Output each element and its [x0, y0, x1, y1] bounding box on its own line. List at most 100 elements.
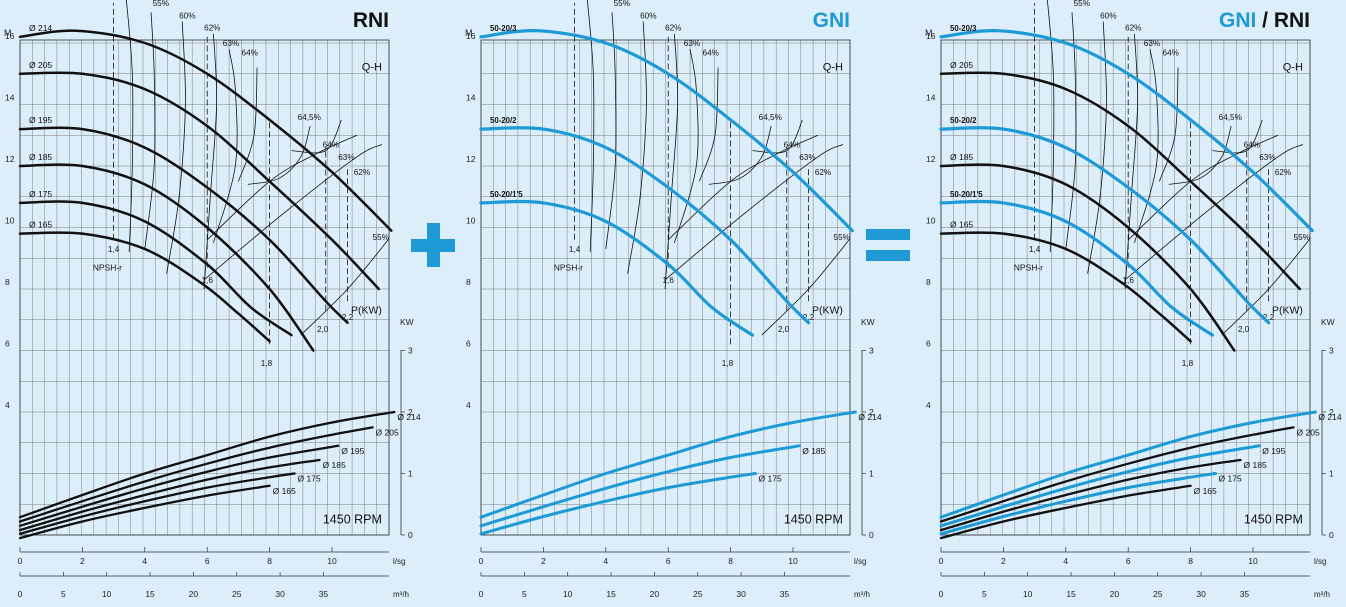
efficiency-curve: [674, 49, 699, 244]
x-tick-label: 2: [541, 556, 546, 566]
npsh-value-label: 1,6: [663, 276, 675, 285]
efficiency-curve: [1212, 119, 1263, 154]
x2-tick-label: 15: [1066, 589, 1076, 599]
y-tick-label: 10: [926, 216, 936, 226]
power-curve-label: Ø 185: [802, 446, 825, 456]
x-tick-label: 0: [18, 556, 23, 566]
x-tick-label: 8: [728, 556, 733, 566]
head-curve-label: Ø 175: [29, 189, 52, 199]
qh-label: Q-H: [1283, 62, 1303, 74]
y-tick-label: 6: [5, 339, 10, 349]
head-curve: [939, 29, 1314, 233]
efficiency-label: 63%: [1144, 39, 1160, 48]
efficiency-curve: [1134, 49, 1159, 244]
npsh-value-label: 2,2: [803, 313, 815, 322]
power-curve: [18, 444, 340, 527]
x2-tick-label: 0: [939, 589, 944, 599]
x2-tick-label: 20: [1110, 589, 1120, 599]
efficiency-curve: [1127, 134, 1279, 241]
x2-tick-label: 15: [606, 589, 616, 599]
head-curve-label: 50-20/2: [490, 116, 517, 125]
npsh-value-label: 2,0: [317, 325, 329, 334]
head-curve-label: 50-20/2: [950, 116, 977, 125]
efficiency-curve: [1124, 33, 1139, 290]
efficiency-label: 60%: [640, 11, 656, 20]
y-tick-label: 10: [466, 216, 476, 226]
efficiency-curve: [664, 144, 844, 281]
power-tick-label: 1: [1329, 469, 1334, 479]
head-curve: [479, 29, 854, 233]
efficiency-curve: [664, 33, 679, 290]
y-tick-label: 12: [5, 154, 15, 164]
efficiency-label: 63%: [223, 39, 239, 48]
npsh-value-label: 1,8: [1182, 359, 1194, 368]
power-curve: [939, 444, 1261, 528]
power-curve-label: Ø 185: [323, 460, 346, 470]
x-axis-m3h-label: m³/h: [1314, 590, 1330, 599]
efficiency-label: 55%: [614, 0, 630, 8]
head-curve-label: Ø 185: [29, 152, 52, 162]
power-curve-label: Ø 165: [273, 486, 296, 496]
x-tick-label: 10: [1248, 556, 1258, 566]
chart-title: RNI: [353, 9, 389, 32]
efficiency-curve: [291, 119, 342, 154]
power-curve-label: Ø 175: [1219, 474, 1242, 484]
y-tick-label: 6: [926, 339, 931, 349]
efficiency-label: 63%: [338, 153, 354, 162]
efficiency-label: 64%: [1244, 141, 1260, 150]
efficiency-label: 64%: [1163, 48, 1179, 57]
power-curve-label: Ø 195: [341, 446, 364, 456]
efficiency-curve: [605, 12, 617, 250]
y-tick-label: 14: [926, 93, 936, 103]
x2-tick-label: 10: [1023, 589, 1033, 599]
chart-title: GNI: [813, 9, 850, 32]
efficiency-label: 60%: [179, 11, 195, 20]
x2-tick-label: 25: [693, 589, 703, 599]
x-tick-label: 0: [939, 556, 944, 566]
efficiency-curve: [667, 134, 819, 241]
power-curve: [18, 426, 374, 523]
y-tick-label: 16: [5, 31, 15, 41]
power-axis-label: KW: [400, 317, 414, 327]
x2-tick-label: 15: [145, 589, 155, 599]
power-curve-label: Ø 214: [858, 412, 881, 422]
efficiency-curve: [206, 134, 358, 241]
npsh-value-label: 1,4: [569, 245, 581, 254]
head-curve: [939, 163, 1236, 352]
power-axis-label: KW: [861, 317, 875, 327]
power-tick-label: 2: [408, 407, 413, 417]
efficiency-label: 62%: [1275, 168, 1291, 177]
x-tick-label: 8: [267, 556, 272, 566]
plot-frame: [940, 39, 1311, 536]
efficiency-label: 62%: [1125, 24, 1141, 33]
x2-tick-label: 30: [736, 589, 746, 599]
power-tick-label: 3: [1329, 346, 1334, 356]
head-curve: [479, 199, 754, 337]
rpm-label: 1450 RPM: [784, 512, 843, 526]
efficiency-curve: [1159, 67, 1179, 182]
head-curve: [18, 163, 315, 352]
power-curve: [939, 458, 1242, 532]
efficiency-curve: [1065, 12, 1077, 250]
x-tick-label: 4: [603, 556, 608, 566]
y-tick-label: 10: [5, 216, 15, 226]
head-curve: [18, 231, 271, 343]
efficiency-label: 55%: [1294, 233, 1310, 242]
power-axis-label: KW: [1321, 317, 1335, 327]
power-curve-label: Ø 165: [1194, 486, 1217, 496]
efficiency-curve: [238, 67, 258, 182]
power-tick-label: 2: [869, 407, 874, 417]
npsh-value-label: 1,4: [1029, 245, 1041, 254]
power-curve: [18, 458, 321, 532]
efficiency-label: 55%: [834, 233, 850, 242]
npsh-value-label: 1,8: [722, 359, 734, 368]
x-tick-label: 0: [479, 556, 484, 566]
plus-sign-icon-vertical: [427, 223, 440, 267]
efficiency-label: 63%: [1259, 153, 1275, 162]
x-tick-label: 6: [666, 556, 671, 566]
power-curve: [479, 472, 758, 536]
power-curve-label: Ø 175: [298, 474, 321, 484]
plot-frame: [480, 39, 851, 536]
efficiency-label: 63%: [799, 153, 815, 162]
